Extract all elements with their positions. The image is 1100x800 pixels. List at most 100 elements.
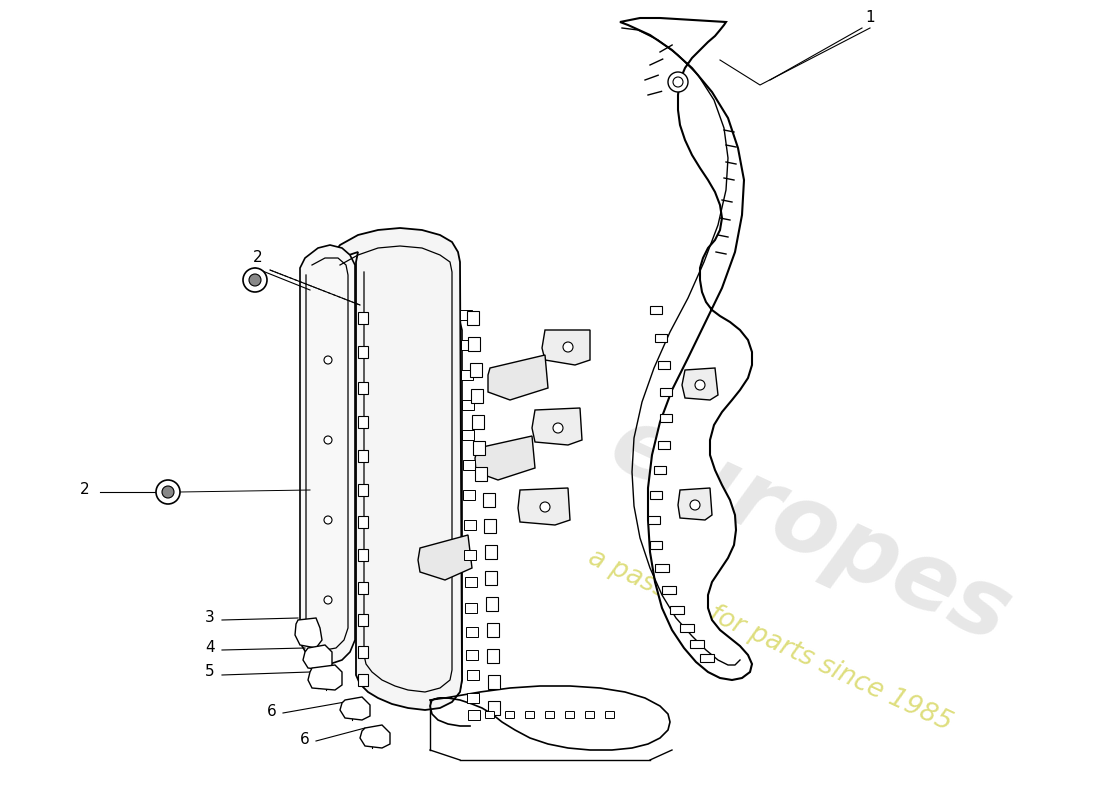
Circle shape bbox=[162, 486, 174, 498]
Polygon shape bbox=[468, 311, 478, 325]
Polygon shape bbox=[358, 416, 368, 428]
Polygon shape bbox=[658, 361, 670, 369]
Polygon shape bbox=[358, 346, 368, 358]
Text: 6: 6 bbox=[300, 733, 310, 747]
FancyBboxPatch shape bbox=[506, 711, 515, 718]
Polygon shape bbox=[465, 627, 477, 637]
Circle shape bbox=[243, 268, 267, 292]
Polygon shape bbox=[358, 382, 368, 394]
Polygon shape bbox=[654, 334, 667, 342]
Text: 5: 5 bbox=[206, 665, 214, 679]
Polygon shape bbox=[468, 710, 480, 720]
Circle shape bbox=[668, 72, 688, 92]
Polygon shape bbox=[486, 623, 498, 637]
Polygon shape bbox=[532, 408, 582, 445]
Polygon shape bbox=[462, 430, 474, 440]
Polygon shape bbox=[670, 606, 684, 614]
Polygon shape bbox=[680, 624, 694, 632]
Polygon shape bbox=[650, 306, 662, 314]
Polygon shape bbox=[487, 649, 499, 663]
Polygon shape bbox=[358, 674, 368, 686]
Polygon shape bbox=[358, 516, 368, 528]
Polygon shape bbox=[486, 597, 498, 611]
Text: 2: 2 bbox=[253, 250, 263, 266]
Polygon shape bbox=[660, 388, 672, 396]
Polygon shape bbox=[358, 484, 368, 496]
Polygon shape bbox=[654, 564, 669, 572]
Polygon shape bbox=[518, 488, 570, 525]
FancyBboxPatch shape bbox=[605, 711, 615, 718]
Text: 3: 3 bbox=[205, 610, 214, 626]
Polygon shape bbox=[700, 654, 714, 662]
Polygon shape bbox=[658, 441, 670, 449]
Polygon shape bbox=[462, 400, 473, 410]
Circle shape bbox=[324, 596, 332, 604]
Polygon shape bbox=[678, 488, 712, 520]
Polygon shape bbox=[463, 520, 475, 530]
Polygon shape bbox=[358, 312, 368, 324]
FancyBboxPatch shape bbox=[526, 711, 535, 718]
Polygon shape bbox=[650, 541, 662, 549]
Polygon shape bbox=[488, 701, 501, 715]
Polygon shape bbox=[474, 467, 486, 481]
Polygon shape bbox=[648, 516, 660, 524]
Text: 6: 6 bbox=[267, 705, 277, 719]
Polygon shape bbox=[330, 228, 462, 710]
Circle shape bbox=[540, 502, 550, 512]
Polygon shape bbox=[308, 665, 342, 690]
Polygon shape bbox=[466, 650, 478, 660]
Text: europes: europes bbox=[595, 398, 1025, 662]
Polygon shape bbox=[462, 460, 474, 470]
Polygon shape bbox=[485, 571, 497, 585]
Polygon shape bbox=[461, 370, 473, 380]
Polygon shape bbox=[470, 363, 482, 377]
Polygon shape bbox=[461, 340, 473, 350]
Polygon shape bbox=[358, 646, 368, 658]
Polygon shape bbox=[471, 389, 483, 403]
Text: 4: 4 bbox=[206, 641, 214, 655]
Polygon shape bbox=[662, 586, 676, 594]
Polygon shape bbox=[475, 436, 535, 480]
Polygon shape bbox=[650, 491, 662, 499]
Polygon shape bbox=[487, 675, 499, 689]
Circle shape bbox=[673, 77, 683, 87]
Polygon shape bbox=[485, 545, 496, 559]
Text: a passion for parts since 1985: a passion for parts since 1985 bbox=[584, 544, 956, 736]
Polygon shape bbox=[300, 245, 355, 664]
FancyBboxPatch shape bbox=[585, 711, 594, 718]
Circle shape bbox=[324, 436, 332, 444]
Polygon shape bbox=[295, 618, 322, 648]
Circle shape bbox=[324, 356, 332, 364]
Polygon shape bbox=[418, 535, 472, 580]
Polygon shape bbox=[690, 640, 704, 648]
FancyBboxPatch shape bbox=[565, 711, 574, 718]
Polygon shape bbox=[466, 670, 478, 680]
Polygon shape bbox=[542, 330, 590, 365]
Polygon shape bbox=[340, 697, 370, 720]
FancyBboxPatch shape bbox=[546, 711, 554, 718]
Circle shape bbox=[249, 274, 261, 286]
FancyBboxPatch shape bbox=[485, 711, 495, 718]
Polygon shape bbox=[473, 441, 485, 455]
Polygon shape bbox=[358, 549, 368, 561]
Circle shape bbox=[156, 480, 180, 504]
Polygon shape bbox=[428, 312, 462, 702]
Polygon shape bbox=[472, 415, 484, 429]
Polygon shape bbox=[358, 582, 368, 594]
Polygon shape bbox=[469, 337, 481, 351]
Text: 2: 2 bbox=[80, 482, 90, 498]
Polygon shape bbox=[620, 18, 752, 680]
Circle shape bbox=[553, 423, 563, 433]
Polygon shape bbox=[484, 519, 496, 533]
Polygon shape bbox=[488, 355, 548, 400]
Polygon shape bbox=[358, 614, 368, 626]
Circle shape bbox=[690, 500, 700, 510]
Polygon shape bbox=[654, 466, 666, 474]
Polygon shape bbox=[468, 693, 478, 703]
Circle shape bbox=[563, 342, 573, 352]
Polygon shape bbox=[682, 368, 718, 400]
Polygon shape bbox=[464, 577, 476, 587]
Polygon shape bbox=[483, 493, 495, 507]
Polygon shape bbox=[464, 550, 476, 560]
Polygon shape bbox=[360, 725, 390, 748]
